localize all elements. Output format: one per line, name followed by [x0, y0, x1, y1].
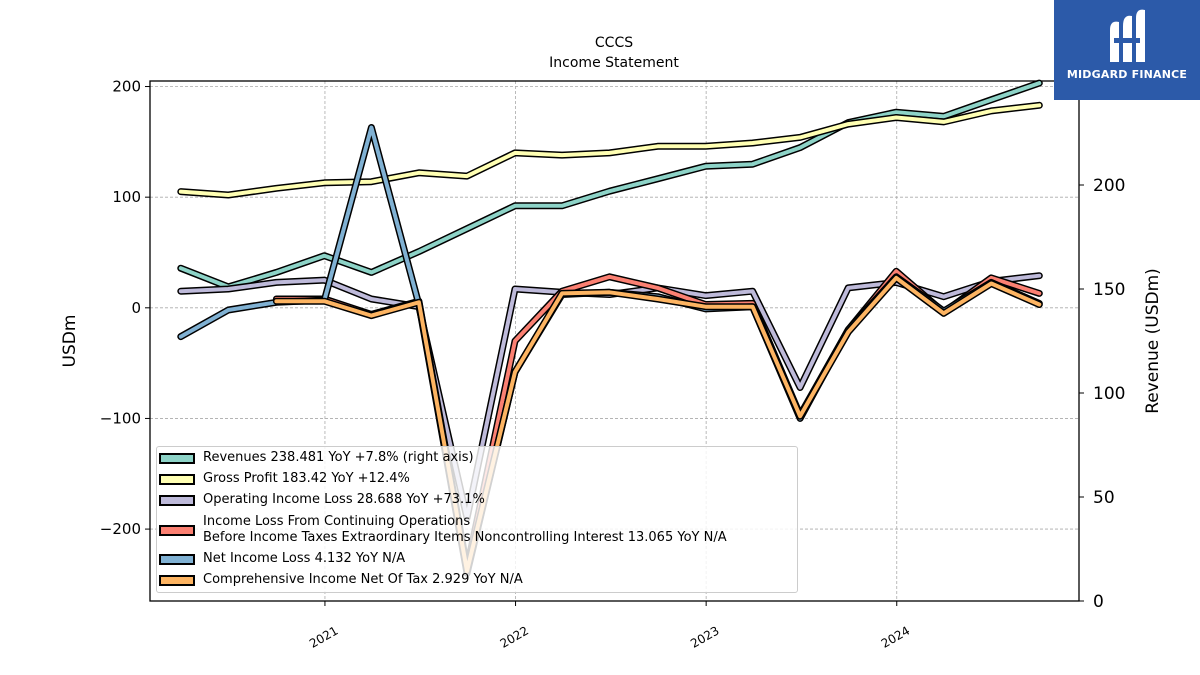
- y-tick-label: 200: [112, 78, 141, 96]
- legend-item-revenues: Revenues 238.481 YoY +7.8% (right axis): [157, 450, 474, 466]
- y-tick-label: −200: [100, 520, 141, 538]
- legend-label: Net Income Loss 4.132 YoY N/A: [203, 551, 406, 566]
- chart-subtitle: Income Statement: [549, 55, 679, 71]
- x-tick-label: 2022: [498, 623, 531, 650]
- series-1: [177, 101, 1043, 199]
- y-axis-label: USDm: [60, 315, 80, 368]
- y2-tick-label: 150: [1093, 280, 1125, 300]
- y-tick-label: −100: [100, 409, 141, 427]
- y2-tick-label: 0: [1093, 592, 1104, 612]
- x-tick-label: 2024: [879, 623, 912, 650]
- chart-legend: Revenues 238.481 YoY +7.8% (right axis) …: [156, 446, 798, 593]
- legend-label: Operating Income Loss 28.688 YoY +73.1%: [203, 492, 485, 507]
- legend-swatch: [159, 494, 195, 506]
- legend-item-comprehensive-income: Comprehensive Income Net Of Tax 2.929 Yo…: [157, 572, 523, 588]
- legend-label: Income Loss From Continuing Operations B…: [203, 514, 727, 545]
- series-line: [274, 275, 1042, 574]
- plot-frame: [149, 80, 1080, 602]
- x-tick-label: 2023: [688, 623, 721, 650]
- legend-swatch: [159, 524, 195, 536]
- logo-text: MIDGARD FINANCE: [1066, 68, 1188, 81]
- legend-swatch: [159, 553, 195, 565]
- legend-swatch: [159, 473, 195, 485]
- legend-label: Comprehensive Income Net Of Tax 2.929 Yo…: [203, 572, 523, 587]
- legend-label: Revenues 238.481 YoY +7.8% (right axis): [203, 450, 474, 465]
- y-tick-label: 100: [112, 188, 141, 206]
- midgard-finance-logo: MIDGARD FINANCE: [1054, 0, 1200, 100]
- legend-swatch: [159, 574, 195, 586]
- y-tick-label: 0: [131, 299, 141, 317]
- legend-swatch: [159, 452, 195, 464]
- legend-label: Gross Profit 183.42 YoY +12.4%: [203, 471, 410, 486]
- series-line: [178, 103, 1042, 197]
- series-lines: [177, 79, 1043, 577]
- chart-title: CCCS: [595, 35, 633, 51]
- series-line: [178, 81, 1042, 289]
- legend-item-net-income: Net Income Loss 4.132 YoY N/A: [157, 551, 405, 567]
- x-tick-label: 2021: [307, 623, 340, 650]
- legend-item-operating-income: Operating Income Loss 28.688 YoY +73.1%: [157, 492, 485, 508]
- y2-tick-label: 100: [1093, 384, 1125, 404]
- y2-tick-label: 200: [1093, 176, 1125, 196]
- y2-tick-label: 50: [1093, 488, 1115, 508]
- y2-axis-label: Revenue (USDm): [1143, 268, 1163, 414]
- series-0: [177, 79, 1043, 291]
- mf-logo-icon: [1110, 9, 1145, 62]
- legend-item-income-continuing-ops: Income Loss From Continuing Operations B…: [157, 514, 727, 546]
- legend-item-gross-profit: Gross Profit 183.42 YoY +12.4%: [157, 471, 410, 487]
- series-5: [272, 274, 1043, 575]
